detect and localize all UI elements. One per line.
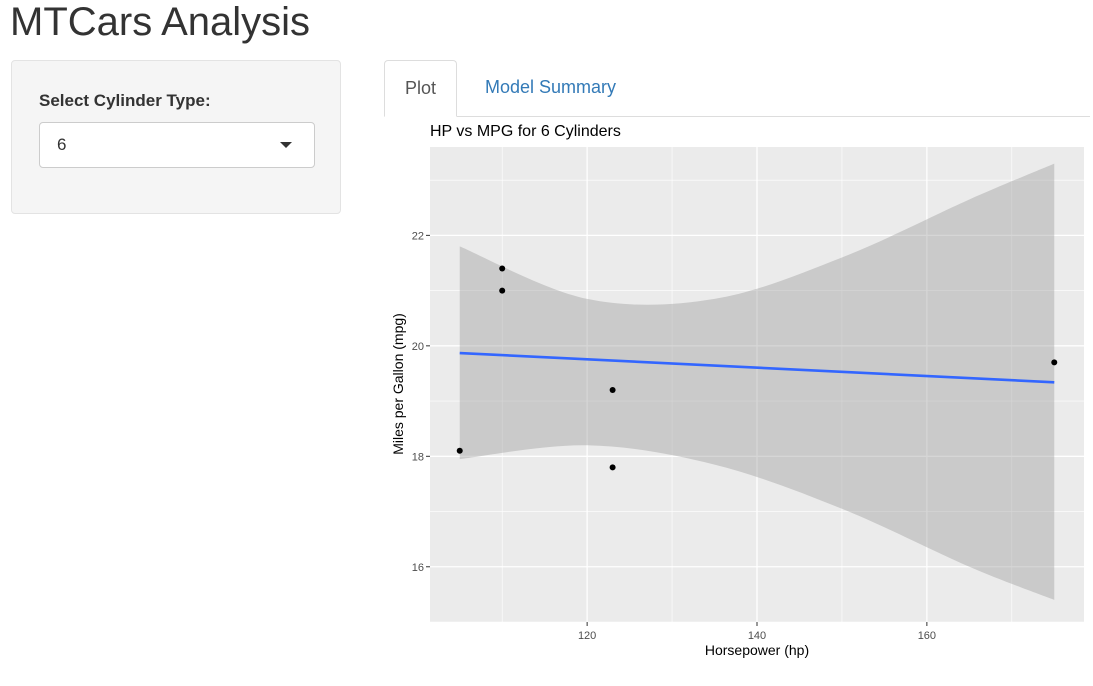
x-axis-label: Horsepower (hp) xyxy=(705,642,809,658)
sidebar-panel: Select Cylinder Type: 6 xyxy=(11,60,341,214)
cylinder-select[interactable]: 6 xyxy=(39,122,315,168)
data-point xyxy=(1051,359,1058,366)
x-tick-label: 140 xyxy=(748,630,766,642)
regression-line xyxy=(459,351,1055,384)
confidence-band xyxy=(459,163,1055,600)
data-point xyxy=(499,265,506,272)
x-tick-label: 120 xyxy=(578,630,596,642)
y-tick-label: 22 xyxy=(412,230,424,242)
y-tick-label: 20 xyxy=(412,341,424,353)
page-title: MTCars Analysis xyxy=(10,0,311,44)
y-tick-label: 18 xyxy=(412,451,424,463)
data-point xyxy=(609,387,616,394)
y-tick-label: 16 xyxy=(412,562,424,574)
hp-vs-mpg-chart: HP vs MPG for 6 Cylinders 120 140 160 16 18 2… xyxy=(390,123,1084,658)
cylinder-select-value: 6 xyxy=(57,135,67,154)
fit-line-layer xyxy=(459,351,1055,384)
y-axis-label: Miles per Gallon (mpg) xyxy=(390,313,406,455)
data-point xyxy=(499,287,506,294)
confidence-band-layer xyxy=(459,163,1055,600)
data-point xyxy=(609,464,616,471)
grid-lines xyxy=(430,147,1084,623)
tab-plot[interactable]: Plot xyxy=(384,60,458,117)
axis-layer: 120 140 160 16 18 20 22 xyxy=(412,230,936,642)
tab-model-summary[interactable]: Model Summary xyxy=(485,77,617,97)
data-point xyxy=(456,447,463,454)
point-layer xyxy=(456,265,1058,471)
caret-down-icon[interactable] xyxy=(280,142,292,148)
chart-title: HP vs MPG for 6 Cylinders xyxy=(430,123,621,140)
tab-bar: Plot Model Summary xyxy=(384,60,1090,117)
cylinder-select-label: Select Cylinder Type: xyxy=(39,91,211,110)
x-tick-label: 160 xyxy=(918,630,936,642)
